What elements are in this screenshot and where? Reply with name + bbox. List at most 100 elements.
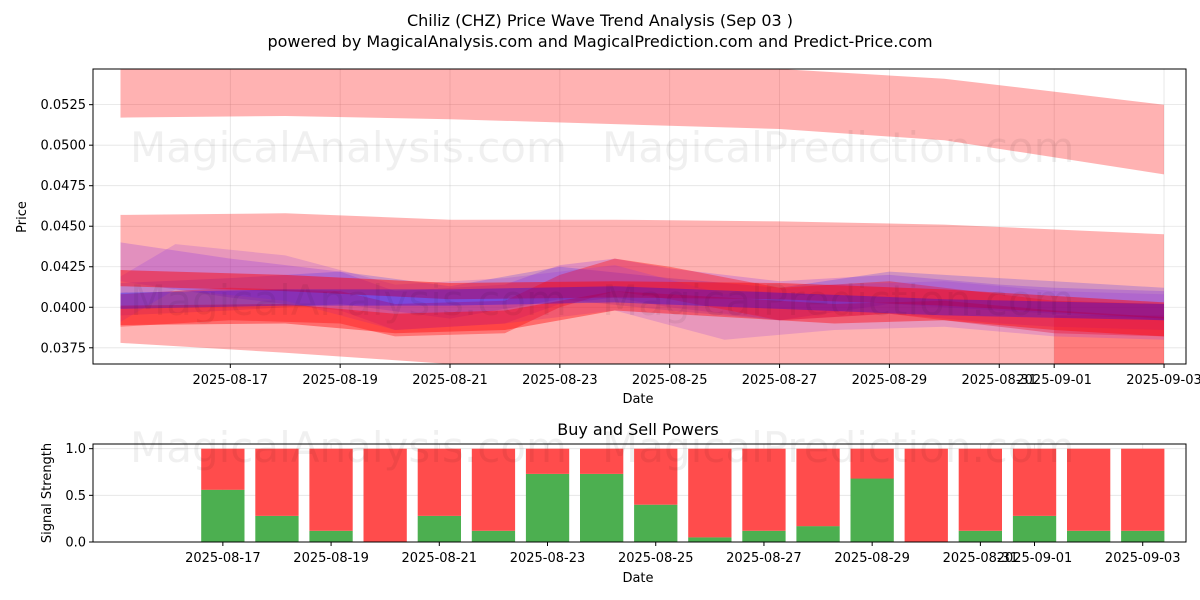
buy-bar [850,478,894,542]
buy-bar [688,537,732,542]
sell-bar [255,448,299,516]
watermark-left: MagicalAnalysis.com [130,123,567,172]
buy-bar [201,489,245,542]
buy-bar [471,530,516,542]
price-wave-1 [120,242,1164,330]
signal-x-tick-label: 2025-08-25 [618,551,694,566]
signal-plot-frame [92,443,1187,543]
price-y-axis-label: Price [15,201,30,233]
price-channel-bands [120,69,1164,364]
watermark-right-lower: MagicalPrediction.com [602,276,1075,325]
watermark-right-signal: MagicalPrediction.com [602,423,1075,472]
price-x-tick-label: 2025-08-19 [302,373,378,388]
sell-bar [525,448,570,474]
buy-bar [796,526,840,542]
price-wave-7 [120,286,1164,321]
buy-bar [1012,515,1057,542]
signal-y-tick-label: 1.0 [65,442,86,457]
signal-bars [201,448,1165,542]
signal-chart-title: Buy and Sell Powers [557,420,719,439]
signal-x-tick-label: 2025-08-31 [943,551,1019,566]
price-wave-series [120,242,1164,340]
buy-bar [742,530,786,542]
price-grid [93,69,1186,364]
sell-bar [904,448,948,542]
price-y-tick-label: 0.0475 [41,179,87,194]
chart-title: Chiliz (CHZ) Price Wave Trend Analysis (… [407,11,793,30]
sell-bar [1067,448,1111,531]
signal-y-axis-label: Signal Strength [40,443,55,543]
sell-bar [634,448,678,505]
buy-bar [1067,530,1111,542]
signal-x-ticks: 2025-08-17 2025-08-19 2025-08-21 2025-08-23… [185,542,1180,566]
sell-bar [742,448,786,531]
sell-bar [688,448,732,538]
price-band-lower-channel [1054,315,1164,364]
price-band-upper-channel [120,69,1164,175]
price-y-tick-label: 0.0375 [41,341,87,356]
signal-y-ticks: 0.0 0.5 1.0 [65,442,93,551]
buy-bar [1121,530,1165,542]
price-wave-4 [120,244,1164,340]
buy-bar [309,530,353,542]
signal-plot: Buy and Sell Powers MagicalAnalysis.com … [40,420,1187,586]
price-x-tick-label: 2025-08-17 [193,373,269,388]
price-y-tick-label: 0.0500 [41,139,87,154]
sell-bar [417,448,461,516]
price-x-ticks: 2025-08-17 2025-08-19 2025-08-21 2025-08-23… [193,364,1200,388]
price-x-tick-label: 2025-08-29 [852,373,928,388]
sell-bar [580,448,624,474]
sell-bar [1121,448,1165,531]
price-y-tick-label: 0.0525 [41,98,87,113]
sell-bar [363,448,407,542]
price-wave-3 [120,258,1164,337]
price-y-tick-label: 0.0425 [41,260,87,275]
price-x-axis-label: Date [622,392,653,407]
watermark-left-signal: MagicalAnalysis.com [130,423,567,472]
price-y-ticks: 0.0375 0.0400 0.0425 0.0450 0.0475 0.0500 0.05… [41,98,93,356]
sell-bar [796,448,840,527]
price-wave-6 [120,291,1164,337]
price-plot-frame [92,68,1187,365]
sell-bar [958,448,1002,531]
signal-x-tick-label: 2025-08-23 [510,551,586,566]
signal-x-tick-label: 2025-09-01 [997,551,1073,566]
price-x-tick-label: 2025-08-27 [742,373,818,388]
price-wave-2 [120,266,1164,321]
signal-x-tick-label: 2025-08-27 [726,551,802,566]
signal-x-axis-label: Date [622,571,653,586]
buy-bar [580,473,624,542]
buy-bar [958,530,1002,542]
sell-bar [309,448,353,531]
price-y-tick-label: 0.0450 [41,220,87,235]
sell-bar [1012,448,1057,516]
price-x-tick-label: 2025-09-03 [1126,373,1200,388]
price-band-middle-channel [120,213,1164,364]
sell-bar [201,448,245,490]
buy-bar [634,504,678,542]
signal-x-tick-label: 2025-08-21 [402,551,478,566]
price-plot: MagicalAnalysis.com MagicalPrediction.co… [15,68,1200,407]
price-wave-5 [120,270,1164,319]
price-y-tick-label: 0.0400 [41,301,87,316]
price-x-tick-label: 2025-09-01 [1016,373,1092,388]
signal-x-tick-label: 2025-09-03 [1105,551,1181,566]
watermark-left-lower: MagicalAnalysis.com [130,276,567,325]
price-x-tick-label: 2025-08-31 [961,373,1037,388]
sell-bar [471,448,516,531]
signal-x-tick-label: 2025-08-17 [185,551,261,566]
sell-bar [850,448,894,479]
buy-bar [417,515,461,542]
signal-y-tick-label: 0.5 [65,489,86,504]
signal-y-tick-label: 0.0 [65,536,86,551]
chart-subtitle: powered by MagicalAnalysis.com and Magic… [267,32,932,51]
price-x-tick-label: 2025-08-21 [412,373,488,388]
watermark-right: MagicalPrediction.com [602,123,1075,172]
signal-x-tick-label: 2025-08-29 [834,551,910,566]
signal-x-tick-label: 2025-08-19 [293,551,369,566]
buy-bar [525,473,570,542]
price-x-tick-label: 2025-08-23 [522,373,598,388]
buy-bar [255,515,299,542]
